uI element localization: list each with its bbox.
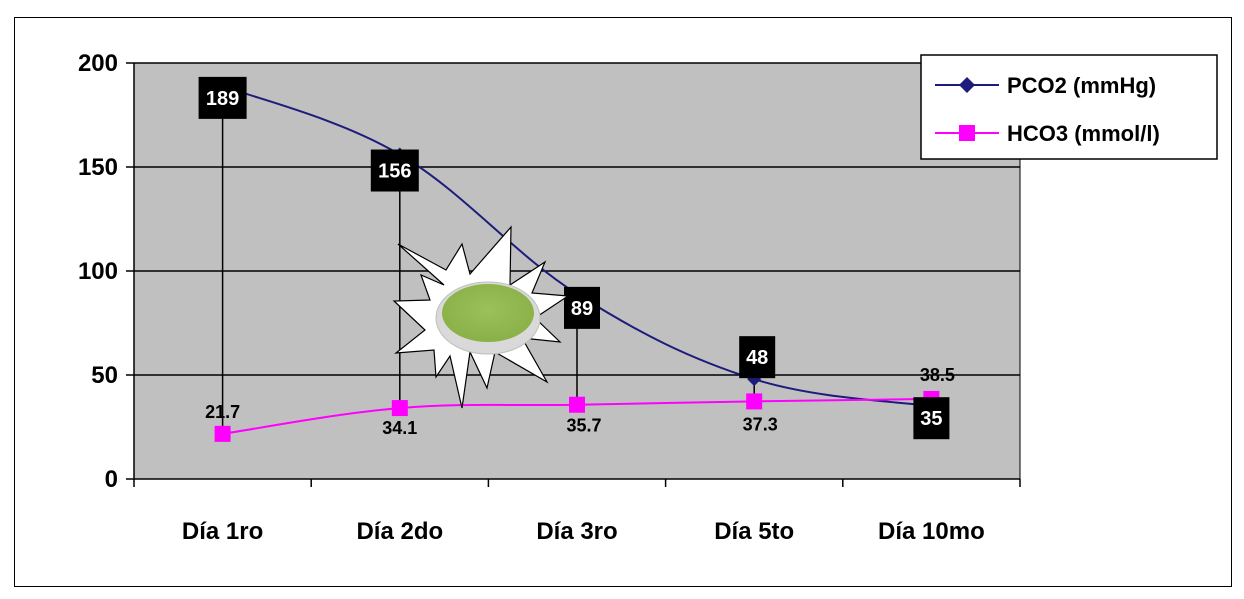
x-tick-label: Día 3ro	[536, 518, 617, 545]
data-label-box-pco2	[739, 336, 776, 379]
data-label-box-pco2	[370, 149, 419, 192]
data-label-hco3: 38.5	[920, 365, 955, 385]
x-tick-label: Día 10mo	[878, 518, 985, 545]
legend: PCO2 (mmHg) HCO3 (mmol/l)	[920, 54, 1218, 160]
data-label-hco3: 34.1	[382, 418, 417, 438]
legend-label-hco3: HCO3 (mmol/l)	[1007, 121, 1160, 146]
data-point-hco3	[391, 400, 408, 417]
legend-label-pco2: PCO2 (mmHg)	[1007, 73, 1156, 98]
data-point-hco3	[569, 396, 585, 413]
axes: 0 50 100 150 200 Día 1ro Día 2do Día 3ro Día 5to…	[78, 50, 1021, 545]
data-label-pco2: 156	[378, 161, 411, 183]
legend-marker-pco2	[959, 77, 975, 93]
y-tick-label: 200	[78, 50, 118, 77]
data-label-hco3: 35.7	[566, 416, 601, 436]
x-tick-label: Día 5to	[714, 518, 794, 545]
legend-box	[920, 54, 1218, 160]
data-label-box-pco2	[564, 286, 600, 329]
series-group: 189 156 89 48 35 21.7 34.1 35.7 37.3 38.5	[198, 76, 955, 442]
data-label-hco3: 37.3	[743, 414, 778, 434]
x-tick-label: Día 1ro	[182, 518, 263, 545]
data-label-box-pco2	[913, 397, 950, 440]
data-label-hco3: 21.7	[205, 402, 240, 422]
y-tick-label: 150	[78, 154, 118, 181]
data-label-pco2: 189	[206, 88, 239, 110]
y-tick-label: 100	[78, 258, 118, 285]
data-label-pco2: 89	[571, 298, 593, 320]
x-tick-label: Día 2do	[356, 518, 443, 545]
data-label-pco2: 35	[920, 408, 942, 430]
legend-marker-hco3	[959, 125, 975, 141]
data-point-hco3	[746, 393, 763, 410]
y-tick-label: 0	[105, 466, 118, 493]
starburst-oval	[442, 284, 534, 342]
data-point-hco3	[214, 425, 231, 442]
y-tick-label: 50	[91, 362, 118, 389]
starburst-icon	[392, 225, 570, 409]
data-label-pco2: 48	[746, 347, 768, 369]
data-label-box-pco2	[198, 76, 247, 119]
